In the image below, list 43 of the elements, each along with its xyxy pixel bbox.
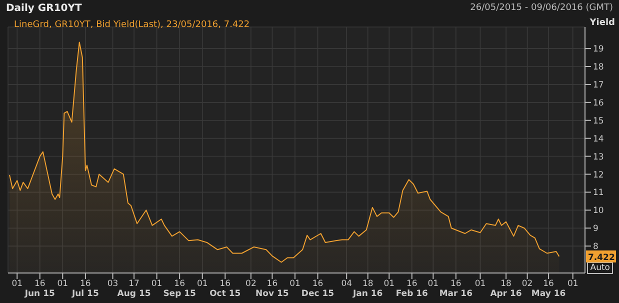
x-tick-label: 01 [57,279,68,289]
x-tick-label: 01 [151,279,162,289]
y-tick-label: 10 [593,206,604,216]
x-tick-label: 01 [12,279,23,289]
x-tick-label: 16 Jun 15 [24,279,55,299]
x-tick-label: 03 [107,279,118,289]
x-tick-label: 01 [290,279,300,289]
x-tick-label: 01 [384,279,395,289]
x-tick-label: 16 Dec 15 [301,279,334,299]
x-tick-label: 01 [196,279,208,289]
y-tick-label: 19 [593,44,604,55]
y-axis-title: Yield [590,18,615,28]
x-tick-label: 01 [428,279,439,289]
x-tick-label: 16 May 16 [531,279,566,299]
x-tick-label: 17 Aug 15 [117,279,151,299]
x-tick-label: 02 [522,279,533,289]
x-tick-label: 02 [246,279,256,289]
x-tick-label: 18 Apr 16 [490,279,522,299]
x-tick-label: 16 Jul 15 [70,279,99,299]
x-tick-label: 04 [341,279,352,289]
y-tick-label: 9 [593,224,598,234]
y-tick-label: 14 [593,134,604,144]
y-tick-label: 15 [593,116,604,126]
x-tick-label: 16 Mar 16 [439,279,473,299]
chart-subtitle: 26/05/2015 - 09/06/2016 (GMT) [470,3,613,13]
text: 7.422 [588,252,615,263]
chart-title: Daily GR10YT [6,3,82,14]
y-tick-label: 18 [593,62,604,73]
x-tick-label: 01 [567,279,578,289]
y-tick-label: 8 [593,242,598,252]
x-tick-label: 16 Feb 16 [396,279,428,299]
y-tick-label: 13 [593,152,604,162]
y-tick-label: 16 [593,98,604,108]
x-tick-label: 01 [474,279,486,289]
y-tick-label: 17 [593,80,604,90]
x-tick-label: 16 Sep 15 [163,279,196,299]
y-tick-label: 12 [593,170,604,180]
text: Auto [587,262,613,274]
x-tick-label: 18 Jan 16 [352,279,383,299]
x-tick-label: 16 Nov 15 [256,279,289,299]
x-tick-label: 16 Oct 15 [210,279,241,299]
text: LineGrd, GR10YT, Bid Yield(Last), 23/05/2016, 7.422 [14,20,250,30]
y-tick-label: 11 [593,188,604,198]
